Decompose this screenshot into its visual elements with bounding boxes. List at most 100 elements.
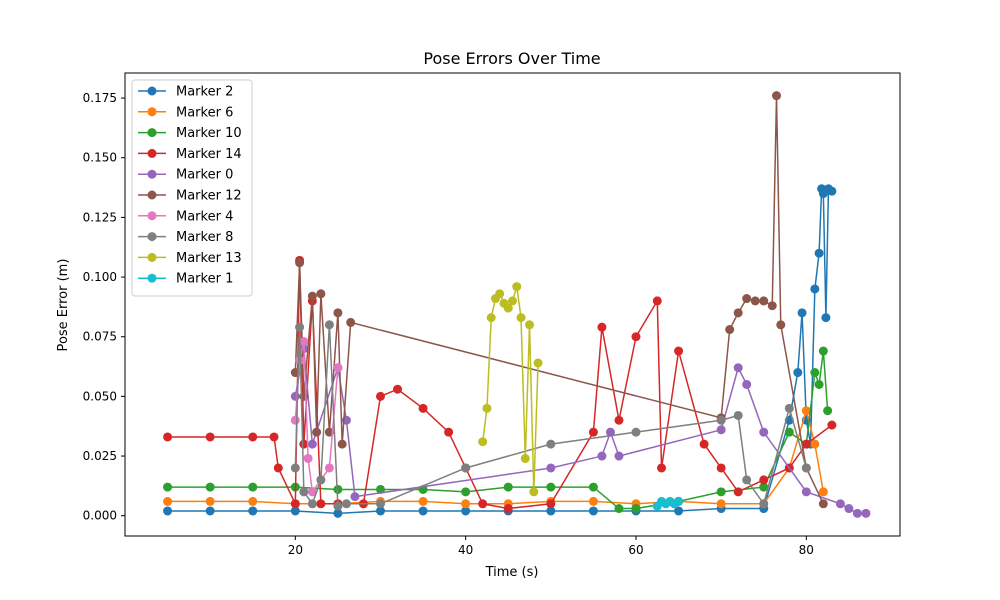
data-point — [699, 439, 709, 449]
data-point — [674, 346, 684, 356]
data-point — [716, 463, 726, 473]
data-point — [733, 410, 743, 420]
legend-marker — [147, 86, 157, 96]
data-point — [588, 427, 598, 437]
legend-item: Marker 1 — [138, 272, 233, 287]
data-point — [844, 504, 854, 514]
data-point — [772, 91, 782, 101]
data-point — [716, 499, 726, 509]
data-point — [324, 320, 334, 330]
data-point — [810, 439, 820, 449]
y-tick-label: 0.000 — [83, 509, 117, 523]
data-point — [631, 427, 641, 437]
data-point — [163, 506, 173, 516]
data-point — [290, 463, 300, 473]
data-point — [759, 475, 769, 485]
data-point — [742, 475, 752, 485]
legend-label: Marker 1 — [176, 272, 233, 287]
data-point — [861, 508, 871, 518]
data-point — [814, 379, 824, 389]
data-point — [461, 463, 471, 473]
data-point — [375, 506, 385, 516]
data-point — [818, 499, 828, 509]
data-point — [597, 322, 607, 332]
y-tick-label: 0.050 — [83, 389, 117, 403]
data-point — [333, 308, 343, 318]
data-point — [588, 506, 598, 516]
data-point — [324, 463, 334, 473]
data-point — [205, 506, 215, 516]
y-axis-label: Pose Error (m) — [56, 259, 71, 352]
data-point — [516, 313, 526, 323]
data-point — [793, 368, 803, 378]
data-point — [784, 403, 794, 413]
data-point — [821, 313, 831, 323]
data-point — [742, 294, 752, 304]
data-point — [307, 487, 317, 497]
data-point — [733, 487, 743, 497]
data-point — [776, 320, 786, 330]
data-point — [418, 496, 428, 506]
plot-frame — [124, 72, 901, 537]
data-point — [205, 432, 215, 442]
x-tick-label: 60 — [628, 543, 643, 557]
legend-label: Marker 2 — [176, 85, 233, 100]
data-point — [461, 487, 471, 497]
data-point — [852, 508, 862, 518]
data-point — [248, 432, 258, 442]
data-point — [444, 427, 454, 437]
x-axis-label: Time (s) — [485, 565, 539, 580]
legend-marker — [147, 211, 157, 221]
data-point — [657, 463, 667, 473]
x-tick-label: 20 — [288, 543, 303, 557]
data-point — [290, 506, 300, 516]
data-point — [163, 432, 173, 442]
data-point — [269, 432, 279, 442]
data-point — [295, 322, 305, 332]
data-point — [614, 451, 624, 461]
data-point — [605, 427, 615, 437]
data-point — [350, 492, 360, 502]
legend-marker — [147, 190, 157, 200]
legend-box — [131, 79, 253, 297]
data-point — [810, 368, 820, 378]
legend-item: Marker 2 — [138, 85, 233, 100]
legend-label: Marker 6 — [176, 105, 233, 120]
data-point — [512, 282, 522, 292]
data-point — [801, 406, 811, 416]
data-point — [478, 437, 488, 447]
data-point — [631, 332, 641, 342]
legend-item: Marker 4 — [138, 209, 233, 224]
y-tick-label: 0.125 — [83, 210, 117, 224]
legend-label: Marker 4 — [176, 209, 233, 224]
data-point — [299, 487, 309, 497]
data-point — [486, 313, 496, 323]
data-point — [525, 320, 535, 330]
chart-title: Pose Errors Over Time — [423, 49, 600, 68]
data-point — [818, 487, 828, 497]
data-point — [461, 499, 471, 509]
data-point — [614, 415, 624, 425]
data-point — [759, 296, 769, 306]
data-point — [716, 415, 726, 425]
data-point — [546, 439, 556, 449]
data-point — [652, 296, 662, 306]
legend-marker — [147, 169, 157, 179]
data-point — [295, 356, 305, 366]
data-point — [290, 499, 300, 509]
data-point — [533, 358, 543, 368]
data-point — [346, 317, 356, 327]
data-point — [546, 506, 556, 516]
data-point — [307, 439, 317, 449]
data-point — [759, 427, 769, 437]
data-point — [248, 506, 258, 516]
data-point — [546, 482, 556, 492]
data-point — [733, 308, 743, 318]
data-point — [810, 284, 820, 294]
y-tick-label: 0.025 — [83, 449, 117, 463]
x-tick-label: 80 — [799, 543, 814, 557]
legend-label: Marker 14 — [176, 147, 242, 162]
data-point — [299, 439, 309, 449]
data-point — [827, 420, 837, 430]
